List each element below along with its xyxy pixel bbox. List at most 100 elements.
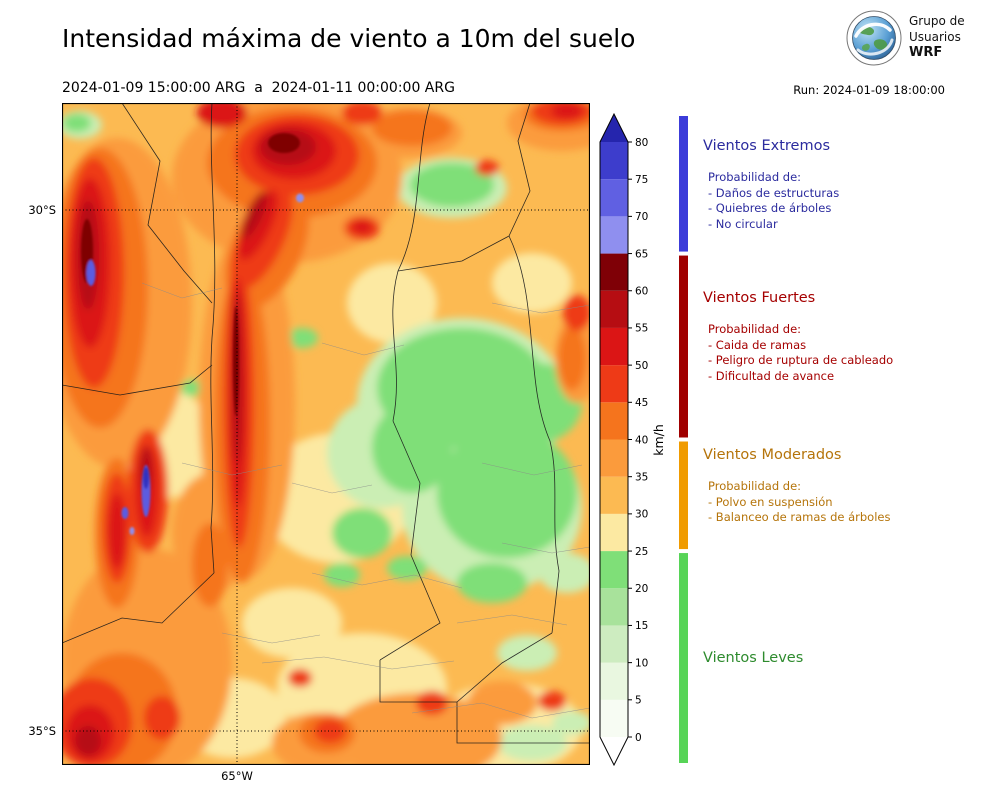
page-title: Intensidad máxima de viento a 10m del su… xyxy=(62,24,636,53)
wind-blob xyxy=(242,588,342,658)
wind-blob xyxy=(288,669,312,687)
wind-blob xyxy=(332,693,502,765)
valid-period-label: 2024-01-09 15:00:00 ARG a 2024-01-11 00:… xyxy=(62,80,455,96)
colorbar-segment xyxy=(600,327,628,366)
colorbar-segment xyxy=(600,513,628,552)
wind-blob xyxy=(539,553,590,593)
wind-blob xyxy=(144,696,180,740)
wind-blob xyxy=(240,191,268,239)
colorbar-tick-label: 35 xyxy=(635,471,648,483)
colorbar-segment xyxy=(600,551,628,589)
colorbar-tick-label: 15 xyxy=(635,620,648,632)
legend-section: Vientos Leves xyxy=(703,650,803,682)
legend-heading: Vientos Leves xyxy=(703,650,804,666)
colorbar-tick-label: 75 xyxy=(635,174,648,186)
colorbar-segment xyxy=(600,476,628,514)
wind-blob xyxy=(314,719,346,743)
legend-item: - Balanceo de ramas de árboles xyxy=(708,510,891,524)
colorbar-tick-label: 70 xyxy=(635,211,648,223)
legend-item: - Peligro de ruptura de cableado xyxy=(708,353,894,367)
lat-tick-30s: 30°S xyxy=(28,203,56,217)
wind-category-legend: Vientos Extremos Probabilidad de: - Daños … xyxy=(703,0,995,800)
colorbar-segment xyxy=(600,365,628,403)
wind-blob xyxy=(410,163,494,207)
wind-blob xyxy=(238,190,278,260)
colorbar-segment xyxy=(600,699,628,737)
wind-blob xyxy=(497,635,557,671)
colorbar-tick-label: 10 xyxy=(635,657,648,669)
wind-blob xyxy=(347,263,437,343)
colorbar-under-arrow xyxy=(600,737,628,765)
colorbar: 0 5 10 15 20 25 30 35 40 45 50 55 60 65 70 75 80 km/h xyxy=(599,112,666,767)
wind-blob xyxy=(296,193,304,203)
wind-intensity-field xyxy=(62,103,590,765)
wind-blob xyxy=(551,103,583,119)
wind-blob xyxy=(86,260,96,286)
wind-blob xyxy=(63,114,91,132)
department-borders xyxy=(141,282,590,719)
province-borders xyxy=(62,103,590,744)
colorbar-tick-label: 65 xyxy=(635,248,648,260)
colorbar-tick-label: 5 xyxy=(635,695,642,707)
legend-probability-title: Probabilidad de: xyxy=(708,322,802,336)
logo-line-1: Grupo de xyxy=(909,13,965,28)
wind-blob xyxy=(108,493,126,569)
colorbar-tick-label: 40 xyxy=(635,434,648,446)
run-label: Run: 2024-01-09 18:00:00 xyxy=(793,83,945,97)
legend-probability-title: Probabilidad de: xyxy=(708,479,802,493)
colorbar-segment xyxy=(600,588,628,626)
wind-blob xyxy=(197,103,247,128)
wind-blob xyxy=(492,253,572,313)
wind-map-canvas xyxy=(61,102,591,766)
colorbar-over-arrow xyxy=(600,114,628,142)
legend-bar xyxy=(679,255,688,438)
colorbar-segment xyxy=(600,216,628,254)
wind-blob xyxy=(416,691,448,715)
legend-section: Vientos Extremos Probabilidad de: - Daños … xyxy=(703,138,839,232)
colorbar-segment xyxy=(600,290,628,328)
legend-section: Vientos Moderados Probabilidad de: - Polvo… xyxy=(703,447,890,526)
logo-line-2: Usuarios xyxy=(909,29,961,44)
wind-intensity-field-detail xyxy=(81,133,304,535)
legend-bar xyxy=(679,116,688,252)
colorbar-tick-label: 25 xyxy=(635,546,648,558)
wind-intensity-map xyxy=(61,102,591,766)
wind-blob xyxy=(192,523,228,607)
wrf-users-group-logo: Grupo de Usuarios WRF xyxy=(846,10,965,66)
legend-item: - Dificultad de avance xyxy=(708,368,835,383)
colorbar-tick-label: 50 xyxy=(635,360,648,372)
wind-blob xyxy=(352,220,372,234)
colorbar-segment xyxy=(600,179,628,217)
wind-blob xyxy=(538,691,566,711)
colorbar-segment xyxy=(600,402,628,440)
map-frame xyxy=(61,102,591,766)
legend-item: - No circular xyxy=(708,216,778,231)
colorbar-tick-label: 0 xyxy=(635,732,642,744)
legend-section: Vientos Fuertes Probabilidad de: - Caida d… xyxy=(703,290,893,384)
legend-category-bars xyxy=(679,116,688,763)
colorbar-segment xyxy=(600,142,628,180)
colorbar-unit-label: km/h xyxy=(651,424,666,456)
colorbar-tick-label: 60 xyxy=(635,286,648,298)
wind-blob xyxy=(552,711,590,735)
wind-blob xyxy=(372,403,452,493)
legend-item: - Quiebres de árboles xyxy=(708,201,832,215)
wind-blob xyxy=(475,160,499,176)
lat-tick-35s: 35°S xyxy=(28,724,56,738)
wind-blob xyxy=(75,726,101,756)
wind-blob xyxy=(563,295,590,331)
wind-blob xyxy=(233,306,239,416)
wind-blob xyxy=(324,563,360,587)
colorbar-segment xyxy=(600,662,628,700)
colorbar-segment xyxy=(600,253,628,291)
legend-item: - Daños de estructuras xyxy=(708,185,840,200)
logo-text: Grupo de Usuarios WRF xyxy=(909,14,965,62)
wind-blob xyxy=(143,467,149,489)
colorbar-tick-label: 45 xyxy=(635,397,648,409)
logo-line-3: WRF xyxy=(909,45,943,61)
lon-tick-65w: 65°W xyxy=(221,769,253,783)
legend-bar xyxy=(679,441,688,550)
wind-blob xyxy=(467,681,537,725)
wind-blob xyxy=(387,556,427,580)
